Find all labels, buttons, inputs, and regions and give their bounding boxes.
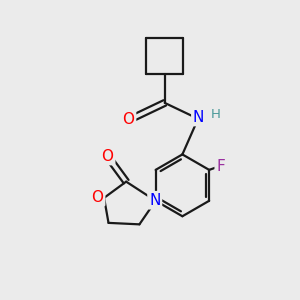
Text: O: O	[92, 190, 104, 205]
Text: N: N	[149, 193, 160, 208]
Text: F: F	[216, 159, 225, 174]
Text: O: O	[102, 148, 114, 164]
Text: O: O	[122, 112, 134, 127]
Text: H: H	[211, 108, 220, 121]
Text: N: N	[193, 110, 204, 124]
